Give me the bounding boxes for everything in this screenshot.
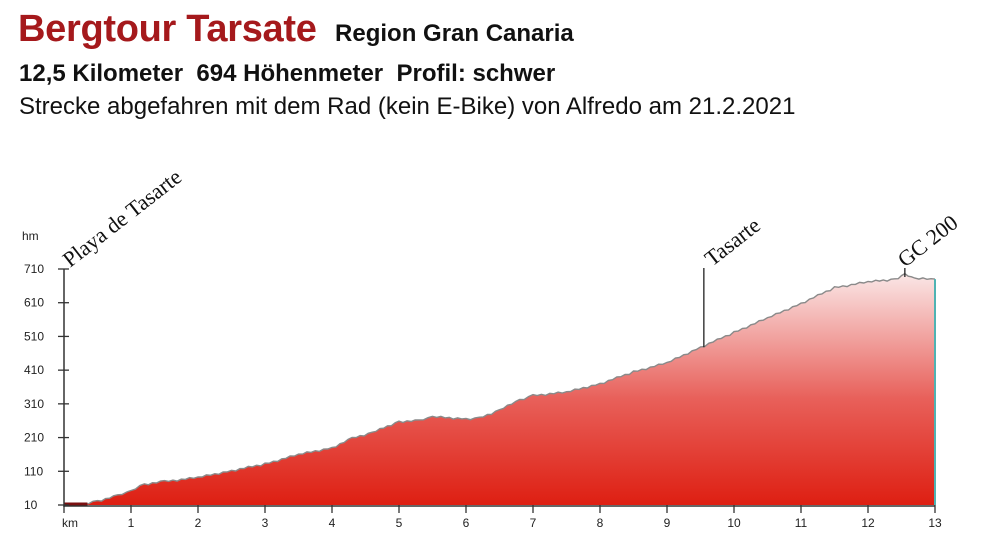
- x-axis-label: km: [62, 516, 78, 530]
- x-tick-label: 13: [928, 516, 942, 530]
- tour-subtitle: Strecke abgefahren mit dem Rad (kein E-B…: [19, 93, 796, 120]
- y-tick-label: 110: [24, 464, 43, 478]
- x-tick-label: 9: [664, 516, 671, 530]
- place-labels: Playa de Tasarte Tasarte GC 200: [58, 164, 963, 272]
- x-tick-label: 4: [329, 516, 336, 530]
- elevation-fill: [64, 273, 935, 506]
- x-tick-label: 11: [795, 516, 808, 530]
- x-tick-label: 6: [463, 516, 470, 530]
- y-tick-label: 10: [24, 498, 38, 512]
- y-tick-label: 710: [24, 262, 44, 276]
- x-tick-label: 3: [262, 516, 269, 530]
- x-tick-label: 2: [195, 516, 202, 530]
- elevation-line: [63, 272, 936, 507]
- x-tick-label: 5: [396, 516, 403, 530]
- x-tick-label: 8: [597, 516, 604, 530]
- x-tick-label: 12: [861, 516, 875, 530]
- y-tick-label: 410: [24, 363, 44, 377]
- x-tick-label: 7: [530, 516, 537, 530]
- x-tick-label: 1: [128, 516, 135, 530]
- y-tick-label: 510: [24, 329, 44, 343]
- y-axis-label: hm: [22, 229, 39, 243]
- title-row: Bergtour Tarsate Region Gran Canaria: [18, 8, 574, 51]
- place-markers: [703, 268, 906, 348]
- y-tick-label: 210: [24, 431, 44, 445]
- x-tick-label: 10: [727, 516, 741, 530]
- tour-stats: 12,5 Kilometer 694 Höhenmeter Profil: sc…: [19, 60, 556, 87]
- place-label-tasarte: Tasarte: [700, 212, 765, 271]
- page-title: Bergtour Tarsate: [18, 8, 317, 50]
- y-tick-label: 310: [24, 397, 44, 411]
- y-tick-label: 610: [24, 296, 44, 310]
- place-label-playa-de-tasarte: Playa de Tasarte: [58, 164, 186, 272]
- elevation-area: [63, 272, 936, 507]
- place-label-gc-200: GC 200: [893, 210, 963, 272]
- region-label: Region Gran Canaria: [335, 20, 574, 47]
